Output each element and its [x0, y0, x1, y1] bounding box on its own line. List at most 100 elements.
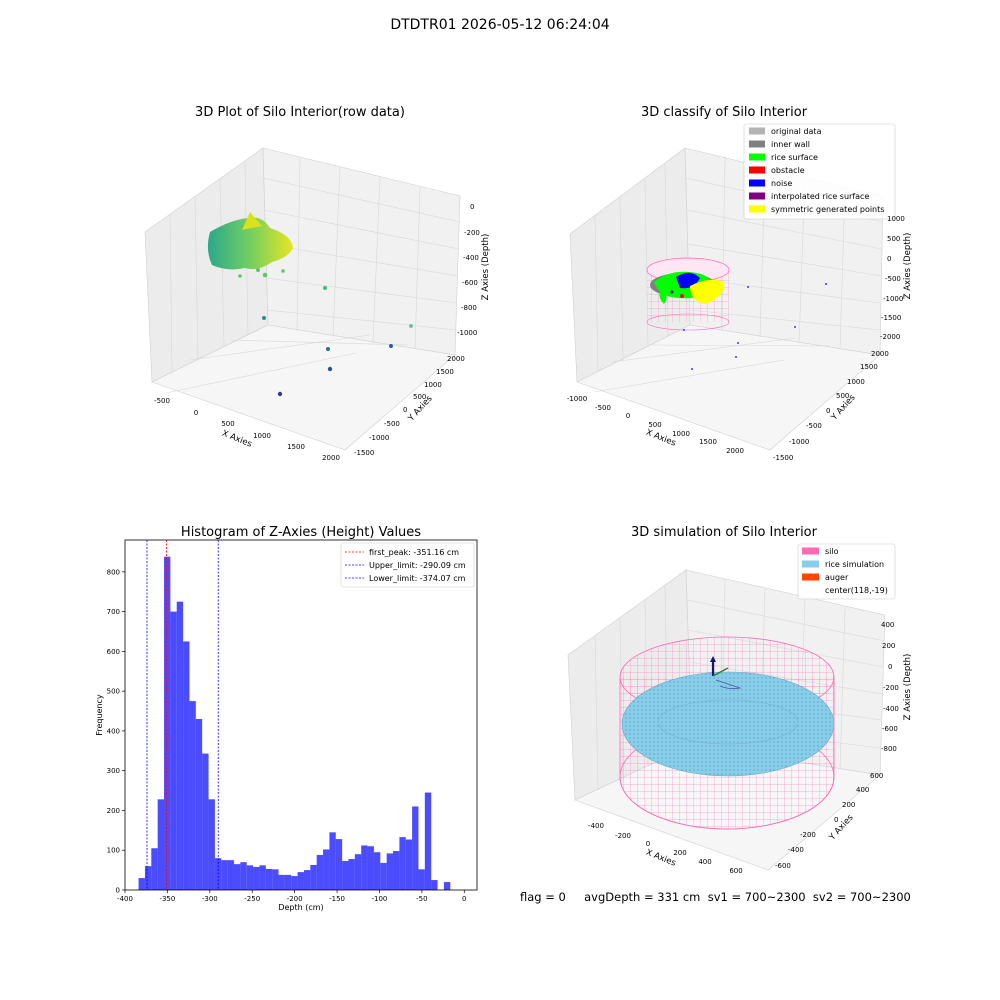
p4-ytick: -400 [788, 846, 804, 854]
p4-ztick: -800 [881, 745, 897, 753]
p2-legend-swatch [749, 127, 765, 135]
panel-classify: 3D classify of Silo Interior original da [567, 105, 913, 462]
p2-ztick: 500 [887, 235, 900, 243]
p2-ytick: 1500 [860, 363, 878, 371]
histogram-bar [310, 864, 317, 890]
p4-ztick: -200 [883, 684, 899, 692]
panel2-title: 3D classify of Silo Interior [641, 105, 808, 120]
p1-ytick: -1500 [354, 449, 374, 457]
p1-ztick: 0 [470, 203, 474, 211]
p4-ylabel: Y Axies [827, 812, 856, 843]
histogram-bar [348, 858, 355, 890]
histogram-bar [361, 845, 368, 890]
histogram-bar [399, 837, 406, 890]
p1-xtick: 1000 [253, 432, 271, 440]
histogram-bar [297, 872, 304, 890]
p2-ytick: 500 [836, 392, 849, 400]
histogram-bar [386, 853, 394, 890]
p1-ytick: 2000 [447, 355, 465, 363]
histogram-bar [424, 792, 432, 890]
p1-ytick: 500 [413, 393, 426, 401]
histogram-bar [342, 860, 349, 890]
p1-ztick: -600 [462, 279, 478, 287]
histogram-x-ticks: -400 -350 -300 -250 -200 -150 -100 -50 0 [117, 890, 467, 903]
histogram-bar [208, 799, 215, 890]
p1-xtick: 1500 [287, 443, 305, 451]
histogram-bar [431, 880, 438, 890]
p4-xtick: 600 [729, 867, 742, 875]
p4-ztick: 400 [881, 621, 894, 629]
histogram-y-ticks: 0 100 200 300 400 500 600 700 800 [107, 568, 125, 895]
p2-xtick: 1000 [672, 430, 690, 438]
histogram-x-tick-label: -50 [416, 895, 427, 903]
p4-ztick: 0 [888, 663, 892, 671]
p2-ytick: 0 [826, 407, 830, 415]
panel-raw-data: 3D Plot of Silo Interior(row data) -500 … [144, 105, 491, 462]
p4-legend-swatch [802, 573, 819, 581]
p4-zlabel: Z Axies (Depth) [903, 654, 913, 721]
legend-upper-limit: Upper_limit: -290.09 cm [369, 561, 466, 570]
histogram-bar [138, 878, 145, 890]
p2-legend-swatch [749, 140, 765, 148]
panel4-title: 3D simulation of Silo Interior [631, 525, 818, 540]
p2-ztick: -500 [885, 275, 901, 283]
p4-legend-swatch [802, 547, 819, 555]
p4-ytick: 0 [834, 816, 838, 824]
histogram-x-tick-label: -350 [159, 895, 175, 903]
histogram-y-tick-label: 200 [107, 807, 120, 815]
histogram-bar [221, 860, 228, 890]
p2-legend-swatch [749, 192, 765, 200]
histogram-legend [340, 542, 475, 588]
p2-legend-label: symmetric generated points [771, 205, 884, 214]
p4-legend-swatch [802, 560, 819, 568]
p4-ytick: 200 [842, 801, 855, 809]
histogram-y-tick-label: 0 [116, 887, 120, 895]
p4-xtick: -200 [615, 832, 631, 840]
histogram-bar [443, 882, 451, 890]
histogram-bars [138, 556, 451, 890]
p1-xtick: 500 [221, 420, 234, 428]
histogram-x-tick-label: -150 [329, 895, 345, 903]
p2-ztick: 0 [887, 255, 891, 263]
p2-xtick: 2000 [726, 447, 744, 455]
p4-xtick: -400 [588, 822, 604, 830]
p4-ytick: 600 [870, 772, 883, 780]
p4-ytick: -600 [775, 862, 791, 870]
histogram-bar [329, 832, 336, 890]
p1-ytick: -500 [384, 420, 400, 428]
histogram-x-tick-label: -200 [287, 895, 303, 903]
p2-legend-swatch [749, 166, 765, 174]
p1-ytick: 0 [403, 406, 407, 414]
histogram-bar [418, 869, 425, 890]
p1-zlabel: Z Axies (Depth) [481, 234, 491, 301]
p4-xtick: 400 [698, 858, 711, 866]
legend-first-peak: first_peak: -351.16 cm [369, 548, 459, 557]
figure-title: DTDTR01 2026-05-12 06:24:04 [390, 17, 610, 33]
p2-legend-swatch [749, 205, 765, 213]
histogram-bar [157, 799, 165, 890]
p2-xtick: 500 [648, 421, 661, 429]
p4-ztick: -400 [883, 705, 899, 713]
p1-ztick: -200 [464, 229, 480, 237]
p2-legend-swatch [749, 179, 765, 187]
histogram-bar [284, 874, 292, 890]
histogram-bar [335, 839, 343, 890]
panel-histogram: Histogram of Z-Axies (Height) Values -40… [95, 525, 478, 912]
p1-xtick: 0 [194, 409, 198, 417]
p2-zlabel: Z Axies (Depth) [903, 233, 913, 300]
histogram-xlabel: Depth (cm) [278, 903, 323, 912]
p2-ztick: -1000 [883, 295, 903, 303]
panel1-title: 3D Plot of Silo Interior(row data) [195, 105, 405, 120]
p1-ytick: -1000 [369, 434, 389, 442]
histogram-bar [272, 869, 279, 890]
p2-ztick: -1500 [881, 314, 901, 322]
histogram-bar [367, 846, 374, 890]
histogram-x-tick-label: -400 [117, 895, 133, 903]
histogram-bar [151, 848, 158, 890]
p2-legend-label: original data [771, 127, 822, 136]
histogram-bar [265, 868, 273, 890]
histogram-bar [240, 862, 247, 890]
p2-ytick: 2000 [871, 350, 889, 358]
histogram-bar [354, 854, 362, 890]
p2-ztick: 1000 [887, 215, 905, 223]
